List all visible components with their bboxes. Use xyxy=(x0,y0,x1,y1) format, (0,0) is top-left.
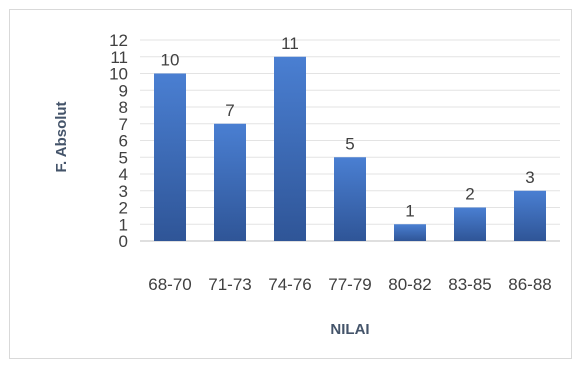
data-label: 2 xyxy=(465,185,474,204)
data-label: 1 xyxy=(405,201,414,220)
x-tick-labels: 68-70 71-73 74-76 77-79 80-82 83-85 86-88 xyxy=(148,275,551,294)
data-label: 5 xyxy=(345,134,354,153)
y-axis-title: F. Absolut xyxy=(53,101,70,172)
bar xyxy=(514,190,546,241)
x-tick-label: 77-79 xyxy=(328,275,371,294)
bar xyxy=(394,224,426,241)
data-label: 3 xyxy=(525,168,534,187)
x-tick-label: 68-70 xyxy=(148,275,191,294)
x-tick-label: 83-85 xyxy=(448,275,491,294)
y-tick-label: 1 xyxy=(119,215,128,234)
bar xyxy=(454,207,486,241)
data-labels: 10 7 11 5 1 2 3 xyxy=(161,34,535,221)
y-tick-label: 3 xyxy=(119,182,128,201)
y-tick-label: 8 xyxy=(119,98,128,117)
x-tick-label: 71-73 xyxy=(208,275,251,294)
data-label: 7 xyxy=(225,101,234,120)
bars xyxy=(154,56,546,241)
y-tick-label: 10 xyxy=(109,65,128,84)
x-axis-title: NILAI xyxy=(330,321,369,338)
x-tick-label: 80-82 xyxy=(388,275,431,294)
bar xyxy=(274,56,306,241)
y-tick-label: 0 xyxy=(119,232,128,251)
y-tick-label: 4 xyxy=(119,165,128,184)
x-tick-label: 86-88 xyxy=(508,275,551,294)
data-label: 11 xyxy=(281,34,299,53)
y-tick-label: 6 xyxy=(119,132,128,151)
y-tick-label: 11 xyxy=(110,48,128,67)
x-tick-label: 74-76 xyxy=(268,275,311,294)
bar xyxy=(214,123,246,241)
y-tick-label: 9 xyxy=(119,81,128,100)
y-tick-label: 5 xyxy=(119,148,128,167)
y-tick-label: 7 xyxy=(119,115,128,134)
bar xyxy=(154,73,186,241)
gridlines xyxy=(140,39,560,242)
bar xyxy=(334,157,366,241)
y-tick-label: 12 xyxy=(109,31,128,50)
y-tick-label: 2 xyxy=(119,199,128,218)
data-label: 10 xyxy=(161,51,180,70)
